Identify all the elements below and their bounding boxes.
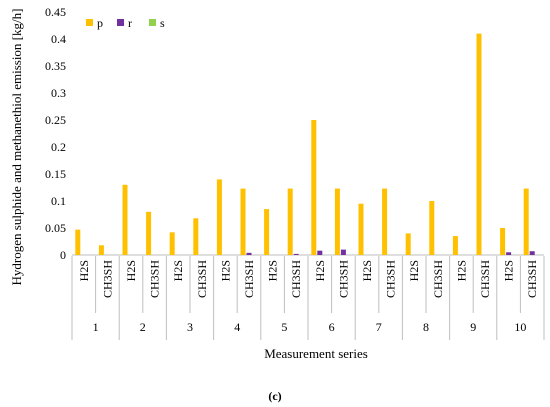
category-label: CH3SH xyxy=(336,260,350,298)
bar-r-series10-H2S xyxy=(506,252,512,255)
bar-p-series6-CH3SH xyxy=(334,188,340,255)
y-tick-label: 0.05 xyxy=(45,221,66,235)
legend-label-s: s xyxy=(160,16,165,30)
category-label: H2S xyxy=(218,260,232,281)
y-axis-title-group: Hydrogen sulphide and methanethiol emiss… xyxy=(9,9,24,286)
y-tick-label: 0.15 xyxy=(45,167,66,181)
legend-swatch-p xyxy=(86,19,93,26)
category-label: CH3SH xyxy=(148,260,162,298)
legend-label-r: r xyxy=(128,16,132,30)
category-label: H2S xyxy=(502,260,516,281)
legend-swatch-s xyxy=(149,19,156,26)
category-label: CH3SH xyxy=(100,260,114,298)
series-number-label: 9 xyxy=(470,320,476,334)
bar-p-series4-CH3SH xyxy=(240,188,246,255)
legend-label-p: p xyxy=(97,16,103,30)
bar-p-series7-CH3SH xyxy=(382,188,388,255)
series-number-label: 5 xyxy=(281,320,287,334)
category-label: CH3SH xyxy=(289,260,303,298)
bar-r-series6-H2S xyxy=(317,250,323,255)
series-number-label: 10 xyxy=(514,320,526,334)
y-tick-label: 0.3 xyxy=(51,86,66,100)
bar-p-series9-CH3SH xyxy=(476,33,482,255)
category-label: H2S xyxy=(313,260,327,281)
category-label: H2S xyxy=(360,260,374,281)
category-label: H2S xyxy=(77,260,91,281)
bar-p-series3-CH3SH xyxy=(193,218,199,255)
series-number-label: 2 xyxy=(140,320,146,334)
series-number-label: 3 xyxy=(187,320,193,334)
y-tick-label: 0.1 xyxy=(51,194,66,208)
series-number-label: 8 xyxy=(423,320,429,334)
y-tick-label: 0.35 xyxy=(45,59,66,73)
category-label: CH3SH xyxy=(431,260,445,298)
category-label: CH3SH xyxy=(525,260,539,298)
series-number-label: 4 xyxy=(234,320,240,334)
x-axis-title: Measurement series xyxy=(264,346,368,361)
bar-p-series1-CH3SH xyxy=(98,245,104,255)
bar-r-series5-CH3SH xyxy=(293,253,299,255)
category-label: H2S xyxy=(454,260,468,281)
category-label: H2S xyxy=(407,260,421,281)
y-axis-title: Hydrogen sulphide and methanethiol emiss… xyxy=(9,9,24,286)
y-tick-label: 0.4 xyxy=(51,32,66,46)
bar-p-series3-H2S xyxy=(169,232,175,255)
bar-p-series2-CH3SH xyxy=(146,211,152,255)
figure-caption: (c) xyxy=(268,389,281,403)
bar-p-series6-H2S xyxy=(311,120,317,255)
bar-p-series1-H2S xyxy=(75,229,81,255)
bar-p-series10-CH3SH xyxy=(523,188,529,255)
y-tick-label: 0.2 xyxy=(51,140,66,154)
bar-p-series5-CH3SH xyxy=(287,188,293,255)
bar-p-series9-H2S xyxy=(452,236,458,255)
bar-r-series6-CH3SH xyxy=(340,249,346,255)
plot-area: 0 0.05 0.1 0.15 0.2 0.25 0.3 0.35 0.4 0.45 H2S CH3S… xyxy=(45,5,545,340)
bar-p-series5-H2S xyxy=(264,209,270,255)
category-label: CH3SH xyxy=(242,260,256,298)
bar-r-series4-CH3SH xyxy=(246,252,252,255)
category-label: CH3SH xyxy=(478,260,492,298)
y-tick-label: 0.45 xyxy=(45,5,66,19)
y-tick-label: 0.25 xyxy=(45,113,66,127)
category-label: H2S xyxy=(124,260,138,281)
series-number-label: 7 xyxy=(376,320,382,334)
legend-swatch-r xyxy=(117,19,124,26)
bar-p-series8-CH3SH xyxy=(429,201,435,255)
bar-p-series4-H2S xyxy=(216,179,222,255)
bar-p-series8-H2S xyxy=(405,233,411,255)
series-number-label: 1 xyxy=(93,320,99,334)
y-tick-label: 0 xyxy=(60,248,66,262)
bar-r-series10-CH3SH xyxy=(529,251,535,255)
bar-p-series2-H2S xyxy=(122,184,128,255)
bar-p-series10-H2S xyxy=(500,228,506,255)
series-number-label: 6 xyxy=(329,320,335,334)
category-label: CH3SH xyxy=(195,260,209,298)
bar-p-series7-H2S xyxy=(358,203,364,255)
category-label: H2S xyxy=(266,260,280,281)
category-label: H2S xyxy=(171,260,185,281)
category-label: CH3SH xyxy=(384,260,398,298)
